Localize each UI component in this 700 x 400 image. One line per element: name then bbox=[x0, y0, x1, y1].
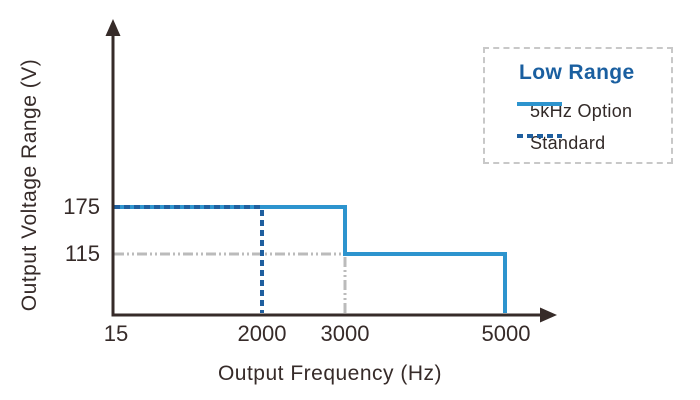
x-axis-arrow-icon bbox=[540, 307, 557, 323]
series-5khz-option-line bbox=[114, 205, 507, 313]
x-tick-3000: 3000 bbox=[321, 321, 370, 346]
solid-line-swatch-icon bbox=[517, 102, 562, 106]
x-tick-15: 15 bbox=[104, 321, 128, 346]
legend-entry-standard: Standard bbox=[517, 133, 605, 154]
legend-title: Low Range bbox=[519, 61, 635, 84]
legend-box: Low Range 5kHz Option Standard bbox=[483, 47, 673, 164]
x-tick-5000: 5000 bbox=[482, 321, 531, 346]
legend-entry-5khz-option: 5kHz Option bbox=[517, 101, 632, 122]
y-tick-175: 175 bbox=[63, 194, 100, 219]
y-axis-arrow-icon bbox=[105, 19, 121, 36]
x-tick-2000: 2000 bbox=[238, 321, 287, 346]
dashed-line-swatch-icon bbox=[517, 134, 562, 138]
y-axis-title: Output Voltage Range (V) bbox=[18, 59, 41, 312]
y-tick-115: 115 bbox=[65, 241, 100, 266]
x-axis-title: Output Frequency (Hz) bbox=[218, 362, 442, 385]
